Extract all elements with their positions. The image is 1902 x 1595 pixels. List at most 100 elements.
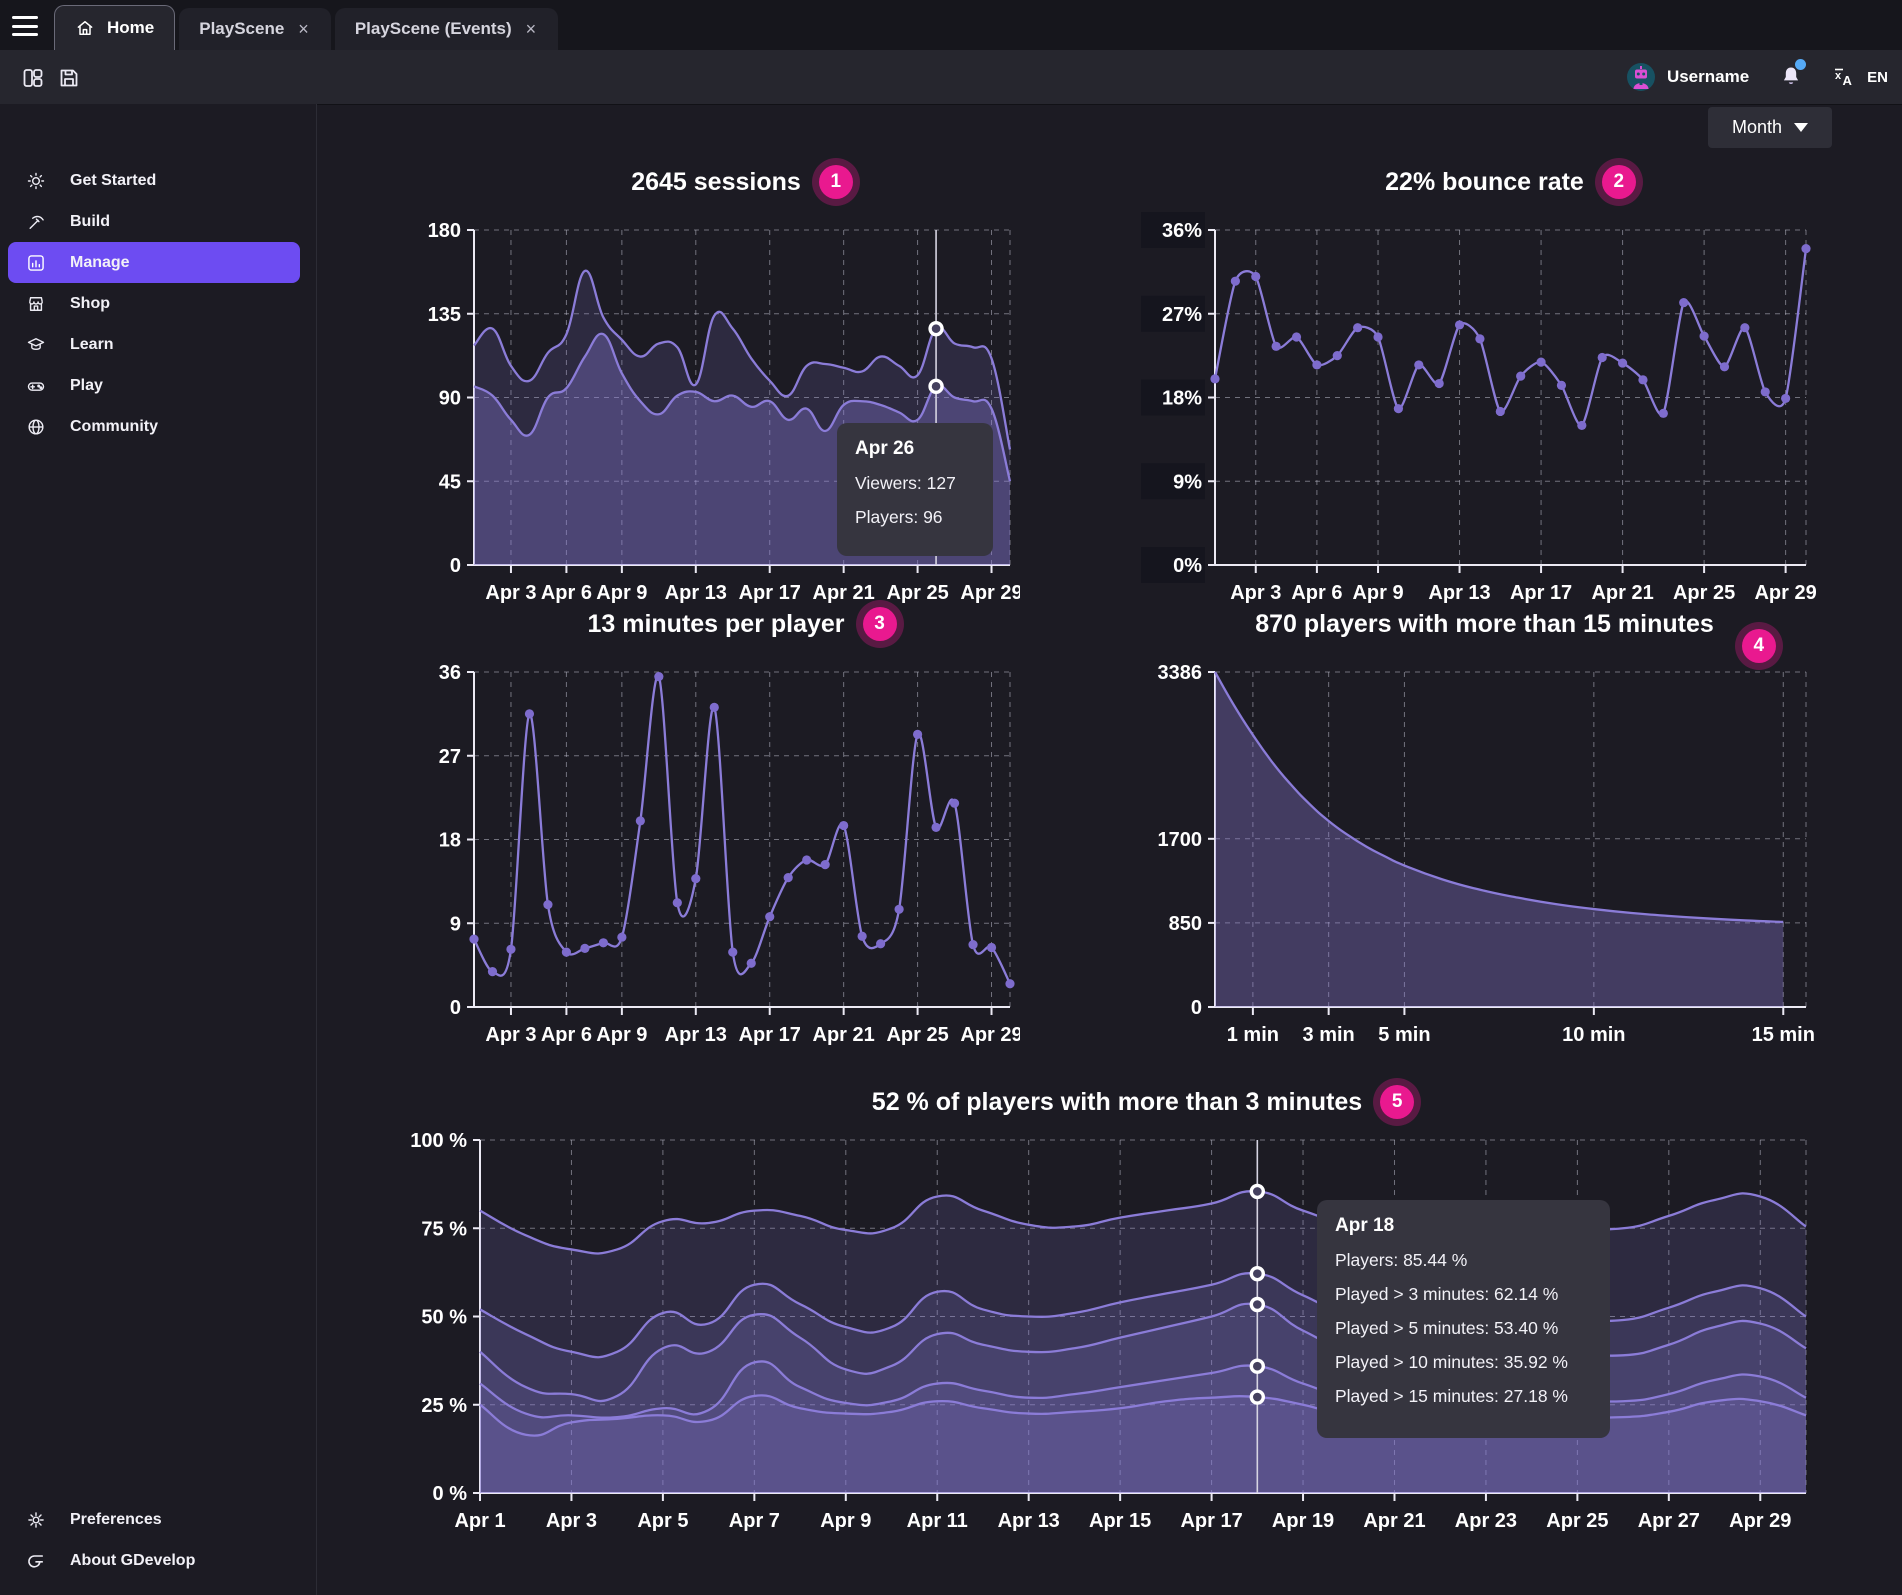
svg-text:Apr 25: Apr 25	[886, 582, 948, 604]
sidebar-item-manage[interactable]: Manage	[8, 242, 300, 283]
username-label: Username	[1666, 67, 1750, 86]
chevron-down-icon	[1794, 123, 1809, 132]
svg-text:3 min: 3 min	[1303, 1024, 1355, 1046]
tab-playscene-events[interactable]: PlayScene (Events) ×	[334, 8, 559, 50]
svg-text:Apr 5: Apr 5	[637, 1510, 688, 1532]
tab-bar: Home PlayScene × PlayScene (Events) ×	[0, 0, 1902, 50]
svg-text:25 %: 25 %	[421, 1395, 467, 1417]
svg-text:Apr 13: Apr 13	[998, 1510, 1060, 1532]
svg-text:3386: 3386	[1158, 662, 1203, 684]
sidebar-item-learn[interactable]: Learn	[8, 324, 300, 365]
sidebar-item-label: Play	[70, 376, 103, 394]
engagement-chart-title: 52 % of players with more than 3 minutes…	[480, 1082, 1806, 1122]
sessions-chart-title: 2645 sessions 1	[474, 162, 1010, 202]
sidebar-item-build[interactable]: Build	[8, 201, 300, 242]
svg-text:Apr 21: Apr 21	[1363, 1510, 1425, 1532]
svg-text:75 %: 75 %	[421, 1218, 467, 1240]
svg-text:Apr 9: Apr 9	[596, 582, 647, 604]
close-icon[interactable]: ×	[525, 19, 537, 39]
svg-text:90: 90	[439, 388, 461, 410]
user-menu[interactable]: Username	[1626, 63, 1750, 91]
svg-text:Apr 29: Apr 29	[960, 582, 1020, 604]
svg-text:36%: 36%	[1162, 220, 1202, 242]
minutes-per-player-chart-title: 13 minutes per player 3	[474, 604, 1010, 644]
bounce-rate-chart-title: 22% bounce rate 2	[1215, 162, 1806, 202]
tab-label: Home	[107, 18, 155, 37]
svg-text:Apr 29: Apr 29	[960, 1024, 1020, 1046]
sidebar-item-preferences[interactable]: Preferences	[8, 1499, 300, 1540]
annotation-badge-2: 2	[1601, 165, 1636, 199]
tab-home[interactable]: Home	[54, 5, 176, 50]
sessions-chart-tooltip: Apr 26 Viewers: 127 Players: 96	[837, 423, 993, 556]
annotation-badge-3: 3	[862, 607, 897, 641]
period-selector[interactable]: Month	[1708, 107, 1832, 148]
svg-text:Apr 15: Apr 15	[1089, 1510, 1151, 1532]
svg-text:Apr 6: Apr 6	[541, 1024, 592, 1046]
svg-text:Apr 6: Apr 6	[1291, 582, 1342, 604]
sidebar-item-community[interactable]: Community	[8, 406, 300, 447]
sidebar-item-label: Learn	[70, 335, 114, 353]
svg-text:15 min: 15 min	[1752, 1024, 1815, 1046]
svg-text:9%: 9%	[1173, 471, 1202, 493]
svg-text:Apr 3: Apr 3	[1230, 582, 1281, 604]
svg-text:100 %: 100 %	[410, 1130, 467, 1152]
svg-text:5 min: 5 min	[1378, 1024, 1430, 1046]
svg-text:1 min: 1 min	[1227, 1024, 1279, 1046]
sidebar: Get Started Build Manage Shop	[0, 104, 317, 1595]
svg-text:Apr 23: Apr 23	[1455, 1510, 1517, 1532]
save-icon[interactable]	[56, 66, 82, 92]
svg-text:Apr 9: Apr 9	[820, 1510, 871, 1532]
svg-text:1700: 1700	[1158, 829, 1203, 851]
bounce-rate-chart[interactable]: 0% 9% 18% 27% 36% Apr 3 Apr 6 Apr 9 Apr 13 Apr 17…	[1141, 212, 1816, 605]
tab-label: PlayScene (Events)	[354, 19, 512, 38]
svg-text:x: x	[1835, 70, 1842, 82]
annotation-badge-4: 4	[1741, 629, 1776, 663]
svg-text:50 %: 50 %	[421, 1307, 467, 1329]
svg-text:Apr 3: Apr 3	[485, 582, 536, 604]
svg-text:45: 45	[439, 471, 461, 493]
sidebar-item-label: Get Started	[70, 171, 157, 189]
minutes-per-player-chart[interactable]: 0 9 18 27 36 Apr 3 Apr 6 Apr 9 Apr 13 Apr 17 Apr 2…	[404, 654, 1020, 1047]
close-icon[interactable]: ×	[298, 19, 309, 39]
svg-text:Apr 27: Apr 27	[1638, 1510, 1700, 1532]
svg-text:Apr 21: Apr 21	[813, 1024, 875, 1046]
notifications-bell-icon[interactable]	[1779, 58, 1807, 92]
svg-text:Apr 6: Apr 6	[541, 582, 592, 604]
sidebar-item-get-started[interactable]: Get Started	[8, 160, 300, 201]
language-selector[interactable]: x A EN	[1833, 65, 1888, 89]
gdevelop-logo-icon	[28, 1554, 44, 1568]
svg-text:36: 36	[439, 662, 461, 684]
sidebar-item-play[interactable]: Play	[8, 365, 300, 406]
svg-text:Apr 11: Apr 11	[907, 1510, 968, 1532]
svg-text:10 min: 10 min	[1562, 1024, 1625, 1046]
svg-text:A: A	[1843, 73, 1853, 88]
shop-icon	[29, 296, 43, 311]
menu-icon[interactable]	[12, 14, 42, 38]
svg-text:Apr 7: Apr 7	[729, 1510, 780, 1532]
svg-text:18: 18	[439, 830, 461, 852]
svg-text:Apr 21: Apr 21	[813, 582, 875, 604]
sidebar-item-label: About GDevelop	[70, 1551, 196, 1569]
svg-text:18%: 18%	[1162, 388, 1202, 410]
project-manager-icon[interactable]	[20, 66, 46, 92]
tab-playscene[interactable]: PlayScene ×	[179, 8, 331, 50]
svg-text:Apr 19: Apr 19	[1272, 1510, 1334, 1532]
retention-chart-title: 870 players with more than 15 minutes 4	[1215, 604, 1806, 663]
svg-text:Apr 3: Apr 3	[485, 1024, 536, 1046]
svg-text:Apr 9: Apr 9	[1352, 582, 1403, 604]
globe-icon	[28, 418, 44, 435]
svg-text:Apr 1: Apr 1	[454, 1510, 505, 1532]
svg-text:Apr 17: Apr 17	[1510, 582, 1572, 604]
toolbar: Username x A EN	[0, 50, 1902, 105]
svg-text:Apr 29: Apr 29	[1729, 1510, 1791, 1532]
svg-text:Apr 17: Apr 17	[739, 1024, 801, 1046]
analytics-icon	[28, 254, 44, 271]
sidebar-item-shop[interactable]: Shop	[8, 283, 300, 324]
sun-icon	[27, 172, 45, 189]
retention-chart[interactable]: 0 850 1700 3386 1 min 3 min 5 min 10 min 15 min	[1141, 654, 1816, 1047]
svg-text:9: 9	[450, 913, 461, 935]
sidebar-item-about[interactable]: About GDevelop	[8, 1540, 300, 1581]
notification-dot	[1795, 58, 1807, 70]
svg-text:Apr 25: Apr 25	[1673, 582, 1735, 604]
svg-text:0%: 0%	[1173, 555, 1202, 577]
